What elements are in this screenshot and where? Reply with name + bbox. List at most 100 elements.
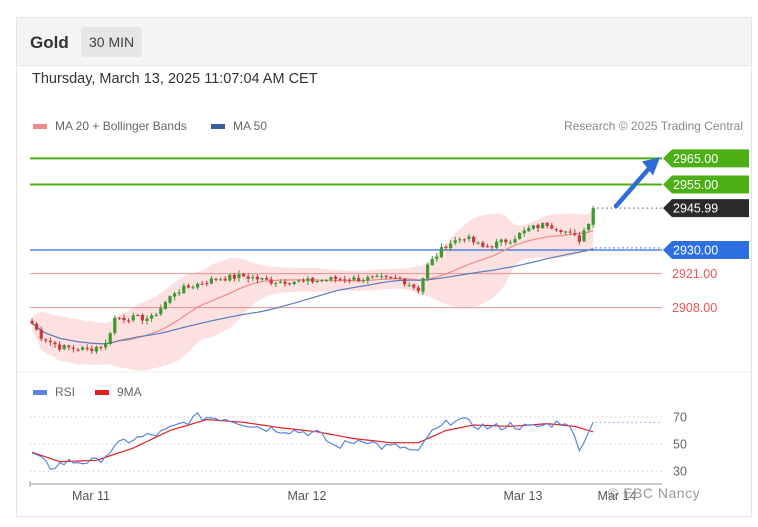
candle-body bbox=[251, 277, 255, 279]
candle-body bbox=[499, 239, 503, 243]
candle-body bbox=[136, 314, 140, 316]
candle-body bbox=[53, 342, 57, 345]
candle-body bbox=[412, 284, 416, 288]
candle-body bbox=[384, 275, 388, 277]
candle-body bbox=[150, 315, 154, 319]
candle-body bbox=[398, 277, 402, 279]
candle-body bbox=[232, 274, 236, 279]
forecast-arrow-shaft bbox=[613, 165, 653, 209]
rsi-line bbox=[31, 411, 594, 471]
rsi-swatch bbox=[33, 389, 47, 395]
candle-body bbox=[527, 228, 531, 232]
candle-body bbox=[541, 223, 545, 229]
pivot-level-tag bbox=[663, 241, 749, 259]
ma20-swatch bbox=[33, 123, 47, 129]
candle-body bbox=[113, 317, 117, 333]
candle-body bbox=[122, 317, 126, 321]
candle-body bbox=[393, 277, 397, 279]
x-tick-label: Mar 11 bbox=[72, 489, 110, 503]
candle-body bbox=[522, 230, 526, 234]
candle-body bbox=[186, 285, 190, 288]
candle-body bbox=[403, 278, 407, 285]
candle-body bbox=[504, 239, 508, 243]
candle-body bbox=[306, 278, 310, 282]
candle-body bbox=[329, 277, 333, 280]
candle-body bbox=[223, 278, 227, 281]
candle-body bbox=[62, 344, 66, 350]
candle-body bbox=[320, 280, 324, 282]
candle-body bbox=[301, 280, 305, 282]
candle-body bbox=[99, 346, 103, 348]
candle-body bbox=[518, 232, 522, 240]
legend-rsi: RSI bbox=[33, 385, 75, 399]
pivot-level-label: 2930.00 bbox=[673, 244, 718, 258]
legend-rsi-ma-label: 9MA bbox=[117, 385, 142, 399]
candle-body bbox=[338, 279, 342, 281]
candle-body bbox=[205, 283, 209, 285]
candle-body bbox=[449, 243, 453, 249]
candle-body bbox=[545, 222, 549, 226]
candle-body bbox=[591, 208, 595, 225]
rsi-panel-layer: 70 50 30 bbox=[30, 410, 687, 479]
candle-body bbox=[209, 278, 213, 284]
candle-body bbox=[278, 281, 282, 283]
candle-body bbox=[370, 276, 374, 278]
candle-body bbox=[389, 277, 393, 279]
rsi-tick-label: 70 bbox=[673, 410, 687, 424]
candle-body bbox=[58, 344, 62, 350]
rsi-ma-swatch bbox=[95, 389, 109, 395]
candle-body bbox=[214, 278, 218, 280]
candle-body bbox=[168, 296, 172, 303]
x-tick-label: Mar 14 bbox=[598, 489, 637, 503]
x-tick-label: Mar 13 bbox=[504, 489, 543, 503]
candle-body bbox=[182, 285, 186, 294]
candle-body bbox=[283, 281, 287, 285]
candle-body bbox=[531, 225, 535, 229]
candle-body bbox=[453, 240, 457, 244]
candle-body bbox=[159, 308, 163, 315]
instrument-title: Gold bbox=[30, 33, 69, 52]
candle-body bbox=[71, 347, 75, 349]
candle-body bbox=[366, 277, 370, 281]
candle-body bbox=[426, 264, 430, 279]
candle-body bbox=[288, 283, 292, 285]
support-level-label: 2908.00 bbox=[672, 301, 717, 315]
candle-body bbox=[265, 278, 269, 280]
legend-ma20-label: MA 20 + Bollinger Bands bbox=[55, 119, 187, 133]
candle-body bbox=[145, 318, 149, 321]
legend-ma50: MA 50 bbox=[211, 119, 267, 133]
candle-body bbox=[237, 274, 241, 279]
timeframe-badge[interactable]: 30 MIN bbox=[81, 27, 143, 57]
candle-body bbox=[117, 317, 121, 319]
legend-rsi-label: RSI bbox=[55, 385, 76, 399]
candle-body bbox=[361, 280, 365, 282]
candle-body bbox=[485, 246, 489, 248]
candle-body bbox=[311, 277, 315, 283]
candle-body bbox=[490, 246, 494, 248]
candle-body bbox=[131, 315, 135, 321]
candle-body bbox=[407, 285, 411, 287]
candle-body bbox=[343, 279, 347, 281]
forecast-arrow-head bbox=[642, 157, 660, 176]
candle-body bbox=[94, 346, 98, 352]
research-credit: Research © 2025 Trading Central bbox=[564, 119, 743, 133]
current-level-label: 2945.99 bbox=[673, 202, 718, 216]
candle-body bbox=[481, 242, 485, 247]
candle-body bbox=[347, 279, 351, 281]
watermark: © EBC Nancy bbox=[608, 485, 701, 501]
candle-body bbox=[76, 349, 80, 351]
candle-body bbox=[177, 292, 181, 294]
legend-ma50-label: MA 50 bbox=[233, 119, 268, 133]
candle-body bbox=[196, 283, 200, 288]
candles-layer bbox=[30, 205, 595, 355]
candle-body bbox=[246, 276, 250, 279]
chart-datetime: Thursday, March 13, 2025 11:07:04 AM CET bbox=[32, 71, 318, 87]
candle-body bbox=[173, 293, 177, 297]
candle-body bbox=[35, 323, 39, 330]
candle-body bbox=[476, 242, 480, 244]
rsi-tick-label: 30 bbox=[673, 465, 687, 479]
candle-body bbox=[260, 278, 264, 280]
candle-body bbox=[48, 340, 52, 343]
chart-card: Gold 30 MIN bbox=[16, 17, 752, 517]
candle-body bbox=[44, 339, 48, 341]
